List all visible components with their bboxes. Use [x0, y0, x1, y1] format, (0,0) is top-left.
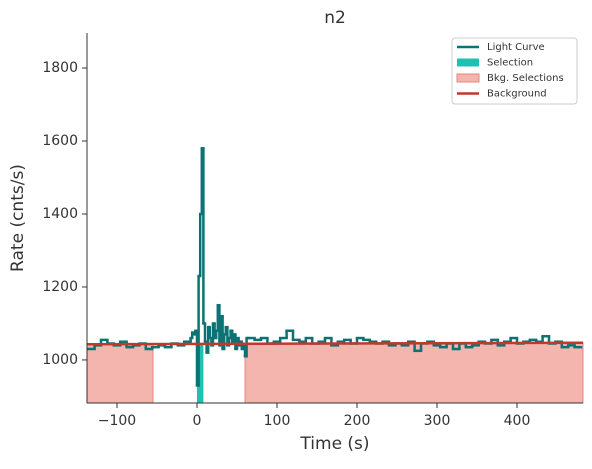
- y-tick-label: 1400: [42, 206, 78, 222]
- x-tick-label: 400: [504, 413, 531, 429]
- legend-frame: [451, 37, 578, 105]
- y-tick-label: 1000: [42, 352, 78, 368]
- legend-label: Light Curve: [487, 42, 545, 53]
- chart-title: n2: [324, 8, 346, 28]
- legend: Light Curve Selection Bkg. Selections Backg…: [451, 37, 578, 105]
- legend-swatch: [456, 73, 480, 83]
- legend-swatch: [457, 58, 479, 67]
- background-line: [86, 341, 584, 346]
- legend-label: Bkg. Selections: [487, 73, 564, 84]
- y-tick-label: 1600: [42, 133, 78, 149]
- y-axis-label: Rate (cnts/s): [8, 164, 28, 272]
- x-tick-label: −100: [98, 413, 136, 429]
- y-tick-label: 1800: [42, 60, 78, 76]
- legend-label: Selection: [487, 58, 533, 69]
- legend-label: Background: [487, 89, 547, 100]
- y-tick-label: 1200: [42, 279, 78, 295]
- x-tick-label: 300: [424, 413, 451, 429]
- x-tick-label: 200: [344, 413, 371, 429]
- x-tick-label: 0: [193, 413, 202, 429]
- x-axis-label: Time (s): [299, 434, 369, 454]
- bkg-selection: [86, 343, 154, 404]
- x-tick-label: 100: [264, 413, 291, 429]
